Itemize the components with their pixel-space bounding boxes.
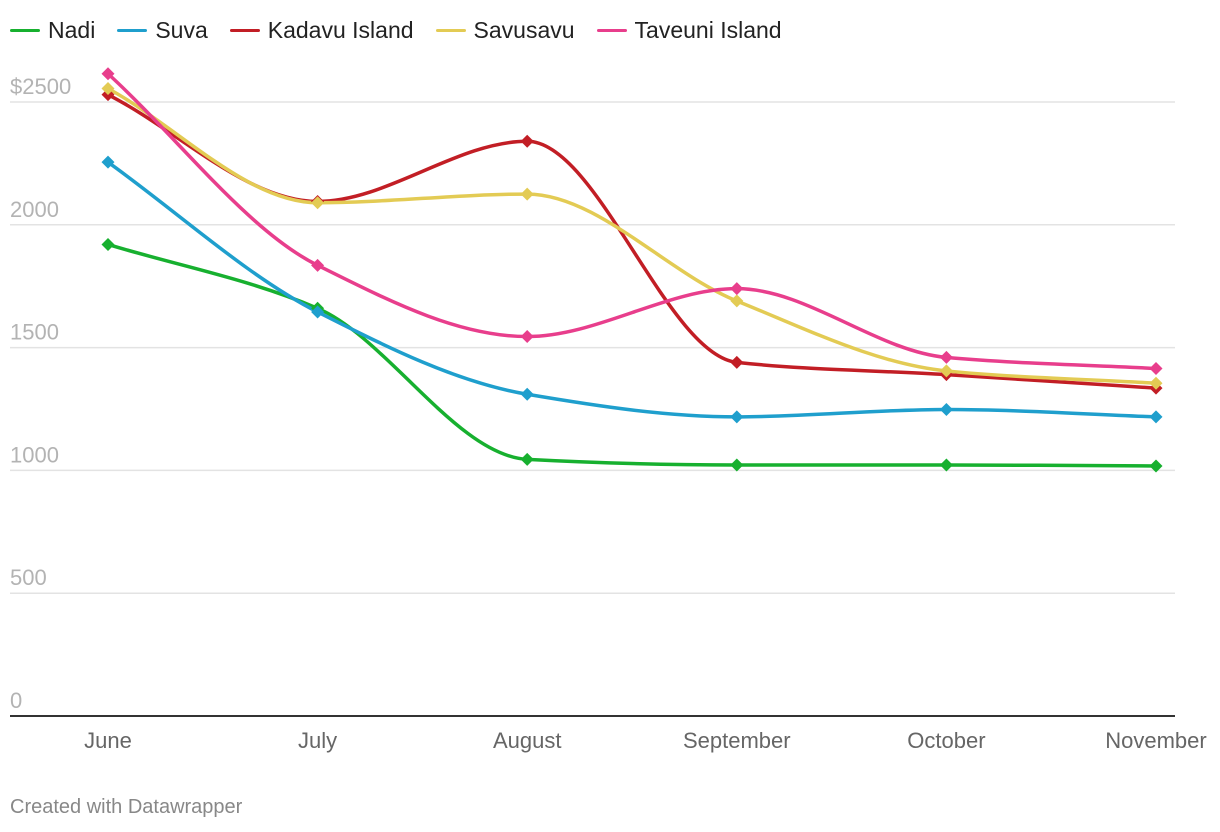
data-point-marker xyxy=(520,330,534,344)
x-tick-label: October xyxy=(907,728,985,753)
y-tick-label: 500 xyxy=(10,565,47,590)
data-point-marker xyxy=(101,81,115,95)
legend-swatch xyxy=(435,28,466,32)
data-point-marker xyxy=(101,155,115,169)
line-chart: 0 500 1000 1500 2000 $2500 June July August Sept… xyxy=(10,67,1207,753)
data-point-marker xyxy=(730,410,744,424)
series-line xyxy=(106,92,1158,390)
data-point-marker xyxy=(1149,376,1163,390)
data-point-marker xyxy=(1149,361,1163,375)
credit-text: Created with Datawrapper xyxy=(10,796,243,818)
legend-item: Taveuni Island xyxy=(596,16,782,44)
data-point-marker xyxy=(730,282,744,296)
x-tick-label: June xyxy=(84,728,132,753)
legend-swatch xyxy=(229,28,260,32)
y-axis-ticks: 0 500 1000 1500 2000 $2500 xyxy=(10,74,71,713)
data-point-marker xyxy=(520,387,534,401)
data-point-marker xyxy=(311,258,325,272)
x-tick-label: November xyxy=(1105,728,1206,753)
y-tick-label: $2500 xyxy=(10,74,71,99)
legend-item: Nadi xyxy=(10,17,95,44)
data-point-marker xyxy=(939,350,953,364)
legend-swatch xyxy=(10,28,40,32)
data-point-marker xyxy=(520,134,534,148)
x-tick-label: August xyxy=(493,728,562,753)
y-tick-label: 2000 xyxy=(10,197,59,222)
data-point-marker xyxy=(939,458,953,472)
legend-swatch xyxy=(117,28,148,32)
data-point-marker xyxy=(939,364,953,378)
x-axis-ticks: June July August September October November xyxy=(84,728,1207,753)
data-point-marker xyxy=(1149,410,1163,424)
series-markers xyxy=(101,67,1163,473)
legend-label: Taveuni Island xyxy=(634,16,782,43)
data-point-marker xyxy=(101,67,115,81)
legend-label: Suva xyxy=(155,16,208,43)
data-point-marker xyxy=(311,305,325,319)
data-point-marker xyxy=(730,294,744,308)
series-line xyxy=(106,242,1158,468)
data-point-marker xyxy=(730,355,744,369)
grid-lines xyxy=(10,101,1175,717)
data-point-marker xyxy=(730,458,744,472)
series-line xyxy=(106,86,1158,385)
legend-label: Nadi xyxy=(48,16,96,43)
legend: Nadi Suva Kadavu Island Savusavu Taveuni Isl… xyxy=(10,14,804,46)
x-tick-label: July xyxy=(298,728,337,753)
data-point-marker xyxy=(520,452,534,466)
series-line xyxy=(106,160,1158,419)
data-point-marker xyxy=(101,237,115,251)
legend-label: Savusavu xyxy=(473,16,575,43)
legend-label: Kadavu Island xyxy=(267,16,414,43)
legend-swatch xyxy=(596,28,627,32)
legend-item: Kadavu Island xyxy=(229,16,414,44)
data-point-marker xyxy=(520,187,534,201)
legend-item: Savusavu xyxy=(435,16,575,44)
data-point-marker xyxy=(311,196,325,210)
series-lines xyxy=(106,72,1158,468)
series-line xyxy=(106,72,1158,371)
y-tick-label: 1500 xyxy=(10,320,59,345)
x-tick-label: September xyxy=(683,728,791,753)
y-tick-label: 1000 xyxy=(10,442,59,467)
data-point-marker xyxy=(939,402,953,416)
data-point-marker xyxy=(1149,459,1163,473)
legend-item: Suva xyxy=(117,16,208,44)
y-tick-label: 0 xyxy=(10,688,22,713)
